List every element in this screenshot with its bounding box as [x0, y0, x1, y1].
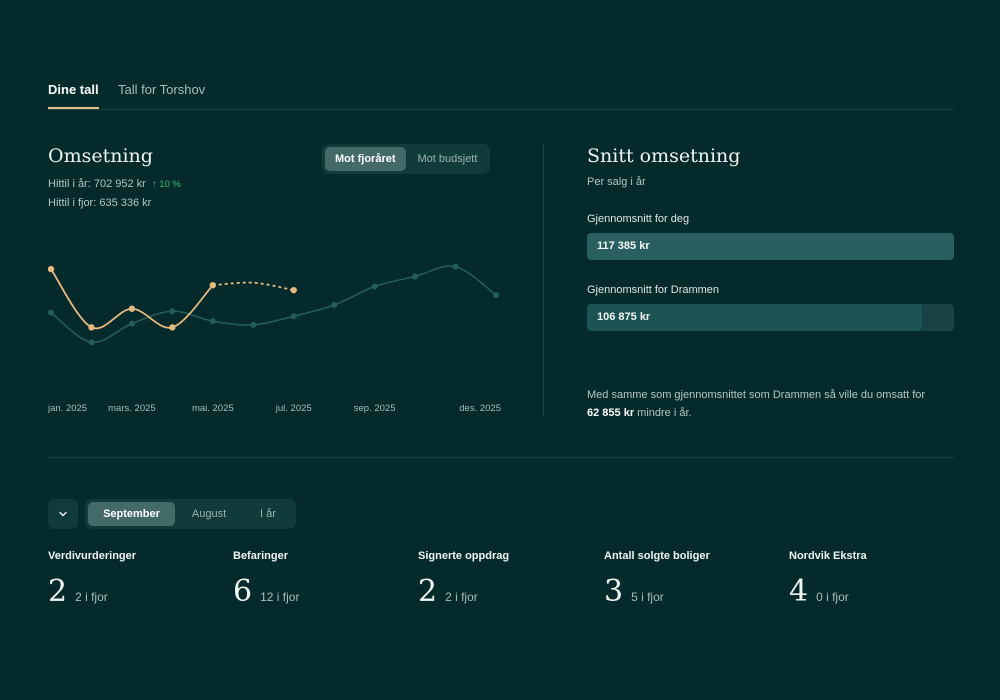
x-tick-label: sep. 2025	[354, 403, 396, 414]
period-september[interactable]: September	[88, 502, 175, 526]
stat-value: 6	[233, 574, 253, 609]
avg-revenue-title: Snitt omsetning	[587, 145, 741, 167]
data-point	[452, 263, 459, 270]
avg-drammen-value: 106 875 kr	[597, 311, 651, 323]
data-point	[250, 321, 257, 328]
growth-indicator: ↑ 10 %	[151, 179, 181, 190]
avg-you-label: Gjennomsnitt for deg	[587, 213, 690, 225]
note-value: 62 855 kr	[587, 407, 635, 419]
stat-previous: 5 i fjor	[631, 590, 664, 604]
x-tick-label: jul. 2025	[275, 403, 312, 414]
avg-revenue-subtitle: Per salg i år	[587, 176, 646, 188]
data-point	[169, 324, 176, 331]
period-august[interactable]: August	[191, 508, 227, 520]
stat-label: Signerte oppdrag	[418, 550, 510, 562]
comparison-note: Med samme som gjennomsnittet som Drammen…	[587, 386, 957, 422]
x-tick-label: mai. 2025	[192, 403, 234, 414]
revenue-title: Omsetning	[48, 145, 153, 167]
avg-you-bar: 117 385 kr	[587, 233, 954, 260]
stat-value: 2	[48, 574, 68, 609]
avg-drammen-bar: 106 875 kr	[587, 304, 954, 331]
stat-previous: 0 i fjor	[816, 590, 849, 604]
comparison-toggle: Mot fjoråret Mot budsjett	[322, 144, 491, 174]
avg-you-bar-fill: 117 385 kr	[587, 233, 954, 260]
data-point	[88, 324, 95, 331]
data-point	[290, 313, 297, 320]
data-point	[88, 339, 95, 346]
stat-label: Nordvik Ekstra	[789, 550, 867, 562]
data-point	[412, 273, 419, 280]
tab-dine-tall[interactable]: Dine tall	[48, 82, 99, 109]
avg-you-value: 117 385 kr	[597, 240, 650, 252]
data-point	[209, 282, 217, 289]
x-tick-label: des. 2025	[459, 403, 501, 414]
stat-previous: 12 i fjor	[260, 590, 300, 604]
stat-label: Befaringer	[233, 550, 289, 562]
period-i-ar[interactable]: I år	[260, 508, 276, 520]
toggle-mot-fjoraret[interactable]: Mot fjoråret	[325, 147, 406, 171]
data-point	[371, 283, 378, 290]
horizontal-divider	[48, 457, 954, 458]
revenue-chart: jan. 2025 mars. 2025 mai. 2025 jul. 2025 sep…	[47, 263, 501, 414]
series-line-1	[212, 281, 294, 292]
data-point	[493, 292, 499, 299]
period-dropdown-button[interactable]	[48, 499, 78, 529]
data-point	[47, 265, 55, 273]
revenue-this-year: Hittil i år: 702 952 kr ↑ 10 %	[48, 178, 181, 190]
data-point	[290, 286, 297, 294]
top-tabs: Dine tall Tall for Torshov	[48, 80, 954, 110]
stat-befaringer: Befaringer 6 12 i fjor	[233, 550, 403, 609]
stat-verdivurderinger: Verdivurderinger 2 2 i fjor	[48, 550, 218, 609]
x-tick-label: jan. 2025	[47, 403, 87, 414]
series-line-2	[50, 265, 497, 344]
stat-signerte-oppdrag: Signerte oppdrag 2 2 i fjor	[418, 550, 588, 609]
revenue-last-year: Hittil i fjor: 635 336 kr	[48, 197, 152, 209]
note-text: Med samme som gjennomsnittet som Drammen…	[587, 389, 926, 401]
data-point	[209, 318, 216, 325]
data-point	[169, 308, 176, 315]
stat-nordvik-ekstra: Nordvik Ekstra 4 0 i fjor	[789, 550, 959, 609]
avg-drammen-label: Gjennomsnitt for Drammen	[587, 284, 720, 296]
stat-antall-solgte-boliger: Antall solgte boliger 3 5 i fjor	[604, 550, 774, 609]
stat-value: 2	[418, 574, 438, 609]
stat-previous: 2 i fjor	[75, 590, 108, 604]
x-tick-label: mars. 2025	[108, 403, 156, 414]
stat-value: 3	[604, 574, 624, 609]
data-point	[128, 320, 135, 327]
stat-label: Antall solgte boliger	[604, 550, 710, 562]
toggle-mot-budsjett[interactable]: Mot budsjett	[417, 153, 478, 165]
period-toggle: September August I år	[85, 499, 296, 529]
stat-previous: 2 i fjor	[445, 590, 478, 604]
note-text-end: mindre i år.	[634, 407, 692, 419]
data-point	[128, 305, 136, 312]
data-point	[331, 302, 338, 309]
section-divider	[543, 144, 544, 416]
series-line-0	[50, 268, 214, 330]
tab-tall-for-torshov[interactable]: Tall for Torshov	[118, 82, 206, 97]
chevron-down-icon	[59, 511, 67, 517]
data-point	[48, 309, 54, 316]
avg-drammen-bar-fill: 106 875 kr	[587, 304, 923, 331]
revenue-this-year-text: Hittil i år: 702 952 kr	[48, 178, 146, 190]
stat-label: Verdivurderinger	[48, 550, 137, 562]
stat-value: 4	[789, 574, 809, 609]
